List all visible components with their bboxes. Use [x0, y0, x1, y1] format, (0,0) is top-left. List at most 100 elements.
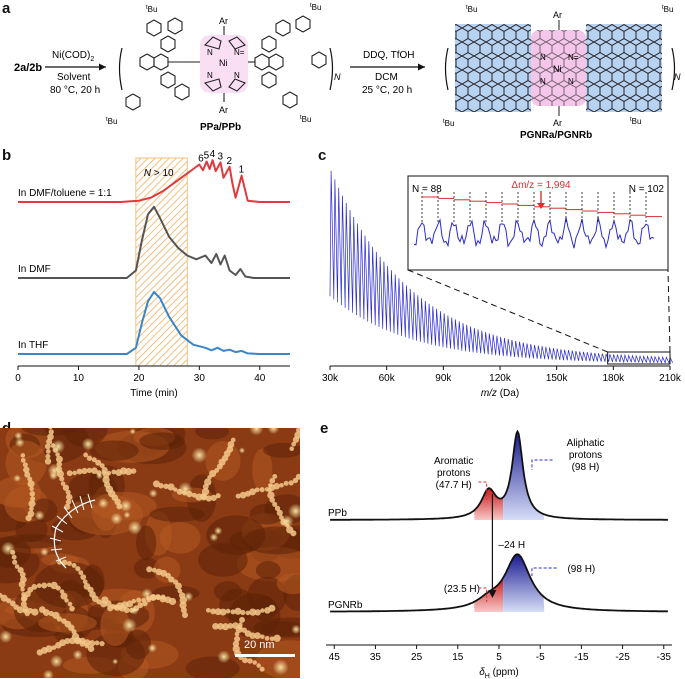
inset-delta-arrowhead [537, 203, 545, 209]
scale-bar [235, 654, 295, 657]
nmr-series-line-1 [330, 553, 668, 613]
ribbon-tbu-3: Bu [664, 5, 674, 14]
x-tick-label: 90k [435, 373, 452, 384]
aromatic-leader-2 [478, 587, 488, 602]
svg-text:tBu: tBu [106, 117, 117, 126]
svg-text:Ni(COD)2: Ni(COD)2 [52, 50, 94, 63]
ribbon-n-2: N= [568, 53, 579, 62]
polymer-metal: Ni [219, 58, 228, 68]
x-tick-label: 25 [411, 652, 423, 663]
x-tick-label: 5 [496, 652, 502, 663]
polymer-tbu-2: Bu [108, 117, 118, 126]
arrow-head-1 [99, 63, 106, 71]
peak-label-6: 6 [198, 154, 204, 165]
step1-reagent-subscript: 2 [90, 56, 94, 63]
x-tick-label: 40 [254, 373, 266, 384]
gpc-series-label-2: In THF [18, 340, 48, 351]
gpc-chart: N > 10 In DMF/toluene = 1:1 In DMF In THF 1… [15, 150, 290, 399]
svg-text:tBu: tBu [310, 3, 321, 12]
polymer-label: PPa/PPb [200, 122, 241, 133]
change-label: –24 H [498, 540, 525, 551]
polymer-ar-bottom: Ar [219, 105, 228, 115]
x-tick-label: -5 [536, 652, 545, 663]
nmr-series-line-0 [330, 430, 668, 521]
polymer-tbu-4: Bu [302, 115, 312, 124]
step1-reagent: Ni(COD) [52, 50, 90, 61]
polymer-tbu-prefix-2: t [106, 117, 108, 123]
highlight-label-rest: > 10 [151, 168, 174, 179]
x-axis-label: Time (min) [130, 388, 177, 399]
aliphatic-annotation-2: (98 H) [567, 564, 595, 575]
x-tick-label: -35 [657, 652, 672, 663]
highlight-label: N > 10 [144, 168, 174, 179]
step2-reagent: DDQ, TfOH [363, 50, 414, 61]
aliphatic-leader-2 [531, 567, 557, 576]
svg-text:tBu: tBu [630, 117, 641, 126]
nmr-chart: PPb PGNRb Aromatic protons (47.7 H) Aliphatic… [326, 430, 672, 679]
x-axis-label-rest: (ppm) [490, 667, 519, 678]
ribbon-metal: Ni [553, 64, 562, 74]
ribbon-tbu-4: Bu [632, 117, 642, 126]
x-tick-label: 60k [379, 373, 396, 384]
x-tick-label: 180k [602, 373, 625, 384]
zoom-connector-right [667, 269, 671, 353]
inset-n-start: N = 88 [412, 184, 442, 195]
x-tick-label: 210k [659, 373, 682, 384]
ribbon-tbu-prefix-2: t [443, 119, 445, 125]
gpc-series-line-0 [18, 159, 290, 203]
ribbon-n-3: N [540, 77, 546, 86]
ribbon-structure: Ar Ar Ni N N= N N tBu tBu tBu tBu N [443, 5, 681, 128]
x-tick-label: 10 [73, 373, 85, 384]
maldi-spectrum [329, 170, 674, 365]
highlight-label-var: N [144, 168, 152, 179]
x-tick-label: 45 [329, 652, 341, 663]
highlight-region [135, 157, 188, 367]
maldi-chart: 30k 60k 90k 120k 150k 180k 210k m/z (Da) N = 88… [322, 170, 682, 399]
x-axis-label-var: m/z [481, 388, 497, 399]
stm-image: 20 nm [0, 428, 300, 678]
x-tick-label: 0 [15, 373, 21, 384]
starting-material-label: 2a/2b [14, 62, 42, 74]
step1-conditions: 80 °C, 20 h [50, 85, 100, 96]
ribbon-marker-overlay [49, 493, 96, 569]
x-axis-label-rest: (Da) [497, 388, 519, 399]
peak-label-4: 4 [210, 150, 216, 160]
reaction-scheme: 2a/2b Ni(COD)2 Solvent 80 °C, 20 h [14, 3, 681, 141]
polymer-tbu-prefix-3: t [310, 3, 312, 9]
inset-box [407, 175, 669, 271]
gpc-series-line-1 [18, 205, 290, 279]
polymer-structure: Ar Ar Ni N N= N N tBu tBu tBu tBu N [106, 3, 341, 126]
inset-n-end: N = 102 [629, 184, 665, 195]
aliphatic-leader [531, 459, 553, 470]
aliphatic-region-fill-1 [503, 554, 545, 612]
ribbon-n-4: N [568, 77, 574, 86]
panel-label-a: a [2, 0, 11, 17]
scale-bar-label: 20 nm [244, 639, 275, 651]
aromatic-annotation: Aromatic protons (47.7 H) [434, 456, 473, 491]
ribbon-tbu-prefix-4: t [630, 117, 632, 123]
x-axis-label-main: δ [479, 667, 485, 678]
gpc-series-label-1: In DMF [18, 264, 51, 275]
x-tick-label: -25 [615, 652, 630, 663]
ribbon-ar-top: Ar [553, 10, 562, 20]
panel-label-e: e [320, 420, 329, 437]
step2-conditions: 25 °C, 20 h [362, 85, 412, 96]
gpc-series-line-2 [18, 291, 290, 355]
nmr-series-label-1: PGNRb [328, 600, 363, 611]
polymer-ar-top: Ar [219, 16, 228, 26]
polymer-n-4: N [234, 71, 240, 80]
ribbon-repeat-n: N [674, 72, 681, 82]
x-tick-label: 30k [322, 373, 339, 384]
svg-text:tBu: tBu [146, 5, 157, 14]
ribbon-tbu-prefix-3: t [662, 5, 664, 11]
polymer-n-2: N= [234, 48, 245, 57]
ribbon-tbu-2: Bu [445, 119, 455, 128]
polymer-repeat-n: N [334, 72, 341, 82]
aromatic-leader [478, 481, 488, 500]
aromatic-annotation-2: (23.5 H) [444, 584, 480, 595]
aliphatic-annotation: Aliphatic protons (98 H) [567, 438, 605, 473]
arrow-head-2 [418, 63, 425, 71]
ribbon-tbu-1: Bu [468, 5, 478, 14]
peak-label-5: 5 [204, 151, 210, 162]
svg-text:tBu: tBu [443, 119, 454, 128]
